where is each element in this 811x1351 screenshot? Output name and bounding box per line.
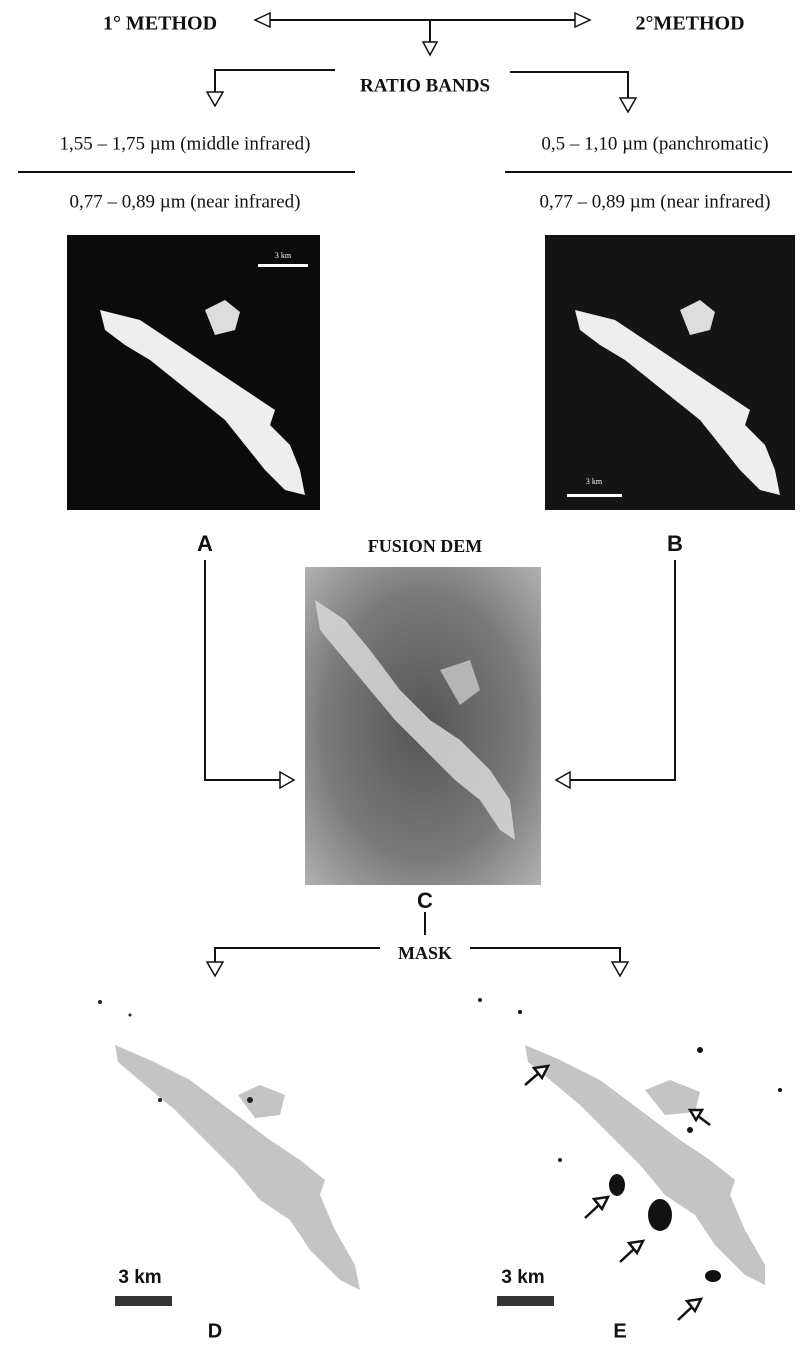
scale-label: 3 km xyxy=(118,1267,161,1288)
scale-label: 3 km xyxy=(275,251,292,260)
diagram: 1° METHOD 2°METHOD RATIO BANDS 1,55 – 1,… xyxy=(0,0,811,1351)
panel-label: B xyxy=(667,531,683,556)
image-d: 3 km xyxy=(98,1000,360,1306)
scale-label: 3 km xyxy=(501,1267,544,1288)
image-a: 3 km xyxy=(67,235,320,510)
scale-label: 3 km xyxy=(586,477,603,486)
numerator: 1,55 – 1,75 µm (middle infrared) xyxy=(59,133,310,154)
connectors xyxy=(207,13,636,112)
panel-label: D xyxy=(208,1320,222,1342)
image-c xyxy=(305,567,541,885)
image-e: 3 km xyxy=(478,998,782,1320)
panel-title: FUSION DEM xyxy=(368,536,483,556)
panel-label: C xyxy=(417,888,433,913)
denominator: 0,77 – 0,89 µm (near infrared) xyxy=(540,191,771,212)
numerator: 0,5 – 1,10 µm (panchromatic) xyxy=(541,133,768,154)
panel-label: A xyxy=(197,531,213,556)
method-2: 2°METHOD xyxy=(635,13,744,35)
denominator: 0,77 – 0,89 µm (near infrared) xyxy=(70,191,301,212)
mask-label: MASK xyxy=(398,943,452,963)
panel-label: E xyxy=(613,1320,626,1342)
ratio-bands: RATIO BANDS xyxy=(360,75,490,96)
image-b: 3 km xyxy=(545,235,795,510)
method-1: 1° METHOD xyxy=(103,13,217,35)
